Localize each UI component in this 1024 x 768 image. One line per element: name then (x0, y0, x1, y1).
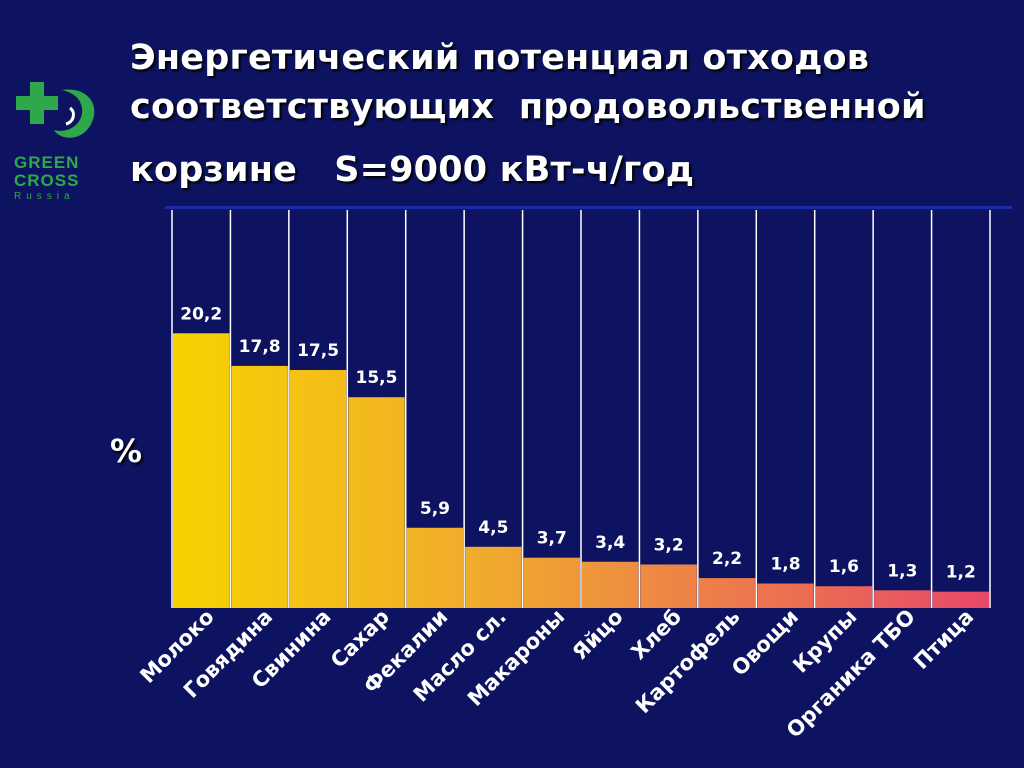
bar-13 (932, 591, 989, 608)
green-cross-logo (10, 78, 110, 208)
chart-data-labels: 20,2 17,8 17,5 15,5 5,9 4,5 3,7 3,4 3,2 2,2 1,8 1,6… (180, 304, 976, 582)
logo-text-russia: Russia (14, 191, 75, 202)
bar-2 (289, 370, 347, 608)
category-label-13: Птица (909, 605, 978, 674)
bar-6 (523, 557, 580, 608)
logo-text-cross: CROSS (14, 171, 80, 190)
category-label-7: Яйцо (568, 605, 628, 665)
logo-text-green: GREEN (14, 153, 80, 172)
data-label-1: 17,8 (239, 337, 281, 357)
bar-9 (698, 578, 756, 608)
slide-title-line-2: соответствующих продовольственной (130, 87, 926, 127)
green-cross-emblem-icon (16, 82, 95, 138)
bar-5 (465, 546, 522, 608)
data-label-11: 1,6 (829, 557, 859, 577)
chart-bars (173, 333, 989, 608)
data-label-12: 1,3 (887, 561, 917, 581)
bar-10 (757, 583, 814, 608)
bar-1 (231, 365, 288, 608)
chart-gridlines (171, 210, 991, 608)
data-label-3: 15,5 (356, 368, 398, 388)
bar-0 (173, 333, 230, 608)
y-axis-label: % (110, 432, 143, 470)
title-divider (165, 206, 1012, 209)
data-label-8: 3,2 (654, 535, 684, 555)
category-label-9: Картофель (631, 605, 745, 719)
data-label-5: 4,5 (478, 518, 508, 538)
bar-12 (874, 590, 931, 608)
data-label-7: 3,4 (595, 533, 625, 553)
bar-7 (582, 561, 639, 608)
data-label-2: 17,5 (297, 341, 339, 361)
bar-3 (348, 397, 405, 608)
data-label-9: 2,2 (712, 549, 742, 569)
data-label-13: 1,2 (946, 563, 976, 583)
data-label-6: 3,7 (537, 529, 567, 549)
slide-title-line-1: Энергетический потенциал отходов (130, 38, 870, 78)
data-label-10: 1,8 (770, 555, 800, 575)
data-label-4: 5,9 (420, 499, 450, 519)
bar-8 (640, 564, 697, 608)
bar-11 (815, 586, 873, 608)
bar-4 (406, 527, 464, 608)
data-label-0: 20,2 (180, 304, 222, 324)
slide-title-line-3: корзине S=9000 кВт-ч/год (130, 150, 695, 190)
